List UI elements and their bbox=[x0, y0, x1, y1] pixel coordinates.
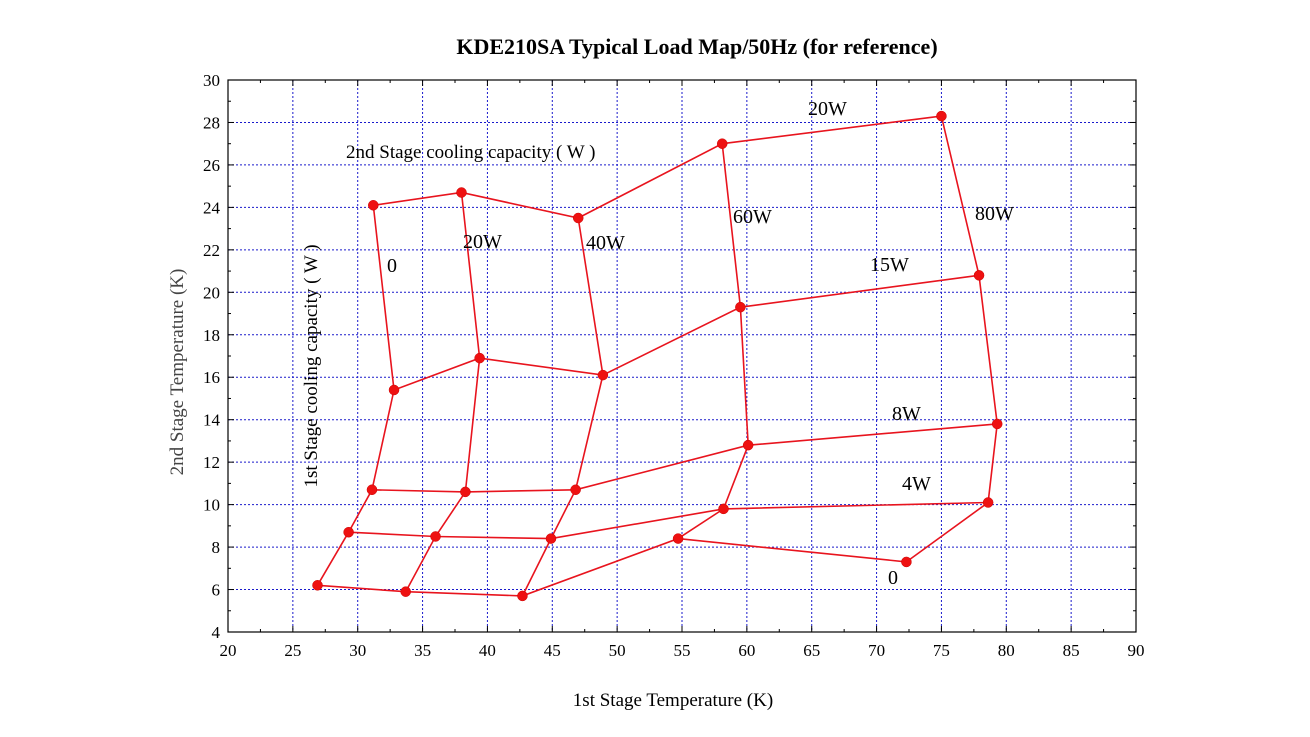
y-tick-label: 10 bbox=[203, 496, 220, 515]
x-tick-labels: 20 25 30 35 40 45 50 55 60 65 70 75 80 85 90 bbox=[220, 641, 1145, 660]
y-tick-label: 14 bbox=[203, 411, 221, 430]
x-tick-label: 20 bbox=[220, 641, 237, 660]
data-point bbox=[312, 580, 323, 591]
y-tick-label: 30 bbox=[203, 71, 220, 90]
data-point bbox=[936, 110, 947, 122]
data-point bbox=[572, 212, 584, 224]
annotation-s2-15w: 15W bbox=[870, 254, 909, 276]
x-tick-label: 40 bbox=[479, 641, 496, 660]
data-point bbox=[460, 486, 471, 498]
data-point bbox=[366, 484, 378, 496]
x-tick-label: 30 bbox=[349, 641, 366, 660]
data-point bbox=[570, 484, 581, 496]
y-tick-label: 24 bbox=[203, 198, 221, 217]
data-point bbox=[430, 531, 441, 542]
annotation-s2-8w: 8W bbox=[892, 403, 921, 425]
data-point bbox=[456, 187, 467, 198]
y-tick-label: 4 bbox=[212, 623, 221, 642]
y-tick-label: 8 bbox=[212, 538, 221, 557]
data-point bbox=[545, 533, 557, 544]
x-tick-label: 55 bbox=[674, 641, 691, 660]
annotation-s1-0: 0 bbox=[387, 255, 397, 277]
annotation-s1-40w: 40W bbox=[586, 232, 625, 254]
y-tick-label: 26 bbox=[203, 156, 220, 175]
annotation-second-stage-caption: 2nd Stage cooling capacity ( W ) bbox=[346, 142, 595, 163]
data-point bbox=[597, 369, 609, 381]
x-tick-label: 65 bbox=[803, 641, 820, 660]
y-tick-label: 6 bbox=[212, 581, 221, 600]
x-tick-label: 60 bbox=[738, 641, 755, 660]
annotation-s1-80w: 80W bbox=[975, 203, 1014, 225]
load-curve-0 bbox=[316, 205, 395, 586]
data-point bbox=[718, 503, 729, 515]
x-tick-label: 90 bbox=[1128, 641, 1145, 660]
annotation-s1-60w: 60W bbox=[733, 206, 772, 228]
y-tick-label: 12 bbox=[203, 453, 220, 472]
x-tick-label: 35 bbox=[414, 641, 431, 660]
data-point bbox=[368, 200, 379, 211]
load-curve-9 bbox=[373, 115, 942, 219]
x-tick-label: 75 bbox=[933, 641, 950, 660]
data-point bbox=[672, 533, 684, 544]
data-point bbox=[517, 590, 528, 602]
chart-title: KDE210SA Typical Load Map/50Hz (for refe… bbox=[456, 34, 937, 59]
x-tick-label: 80 bbox=[998, 641, 1015, 660]
x-tick-label: 50 bbox=[609, 641, 626, 660]
annotation-s2-20w: 20W bbox=[808, 98, 847, 120]
y-tick-label: 28 bbox=[203, 113, 220, 132]
y-tick-labels: 4 6 8 10 12 14 16 18 20 22 24 26 28 30 bbox=[203, 71, 221, 642]
data-point bbox=[735, 301, 746, 313]
annotation-first-stage-caption: 1st Stage cooling capacity ( W ) bbox=[301, 244, 322, 487]
y-tick-label: 22 bbox=[203, 241, 220, 260]
load-points bbox=[312, 110, 1003, 602]
data-point bbox=[343, 526, 354, 538]
y-tick-label: 16 bbox=[203, 368, 220, 387]
load-curve-6 bbox=[348, 501, 989, 540]
x-tick-label: 25 bbox=[284, 641, 301, 660]
x-axis-label: 1st Stage Temperature (K) bbox=[573, 690, 773, 711]
data-point bbox=[716, 138, 728, 149]
y-tick-label: 20 bbox=[203, 283, 220, 302]
annotation-s1-20w: 20W bbox=[463, 231, 502, 253]
data-point bbox=[991, 418, 1003, 430]
load-curve-2 bbox=[521, 217, 604, 597]
y-tick-label: 18 bbox=[203, 326, 220, 345]
load-curves bbox=[316, 115, 999, 597]
data-point bbox=[388, 384, 400, 396]
grid bbox=[228, 80, 1136, 632]
x-tick-label: 85 bbox=[1063, 641, 1080, 660]
axis-ticks bbox=[227, 79, 1137, 633]
x-tick-label: 45 bbox=[544, 641, 561, 660]
load-curve-4 bbox=[905, 115, 999, 563]
data-point bbox=[400, 586, 411, 597]
data-point bbox=[973, 270, 985, 281]
data-point bbox=[742, 439, 754, 451]
x-tick-label: 70 bbox=[868, 641, 885, 660]
data-point bbox=[982, 497, 994, 508]
annotation-s2-0: 0 bbox=[888, 567, 898, 589]
load-curve-3 bbox=[677, 143, 750, 540]
data-point bbox=[901, 556, 912, 568]
y-axis-label: 2nd Stage Temperature (K) bbox=[167, 269, 188, 476]
data-point bbox=[474, 352, 485, 364]
annotation-s2-4w: 4W bbox=[902, 473, 931, 495]
